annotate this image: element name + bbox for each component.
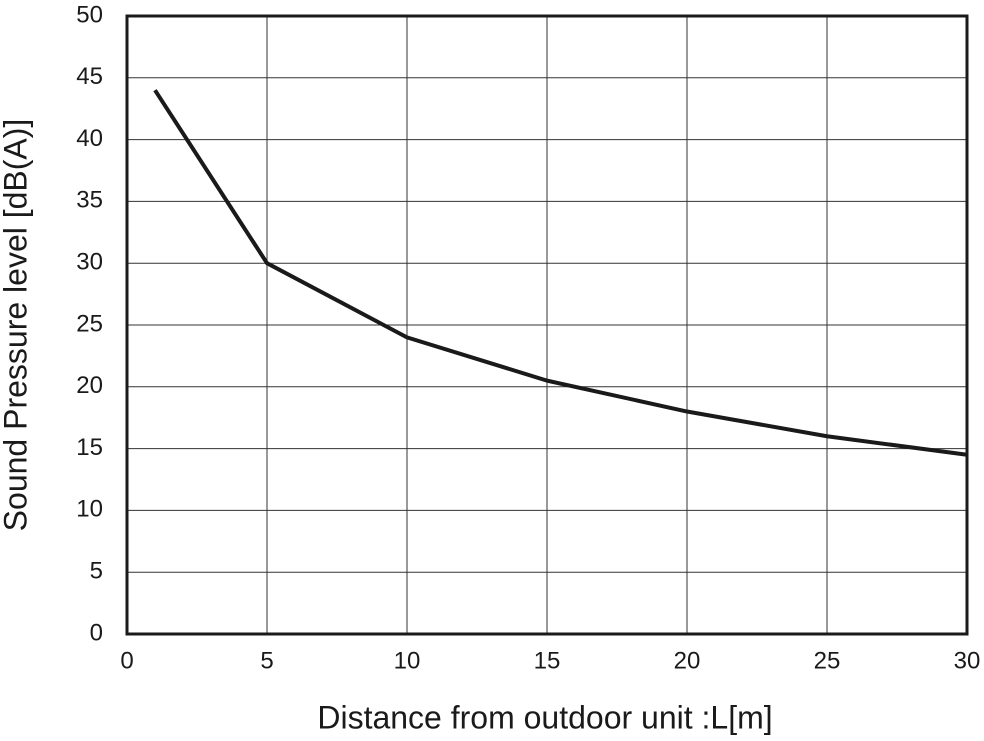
x-tick-label: 30 [954,647,981,674]
y-tick-label: 45 [76,63,103,90]
y-tick-label: 0 [90,619,103,646]
y-tick-label: 20 [76,372,103,399]
y-tick-label: 25 [76,310,103,337]
y-axis-label: Sound Pressure level [dB(A)] [0,119,33,532]
plot-frame [125,14,969,636]
y-tick-label: 40 [76,125,103,152]
data-line [153,89,968,457]
y-tick-label: 50 [76,1,103,28]
x-tick-label: 5 [260,647,273,674]
y-tick-label: 10 [76,496,103,523]
x-tick-label: 20 [674,647,701,674]
y-tick-label: 15 [76,434,103,461]
y-tick-label: 5 [90,558,103,585]
x-tick-label: 0 [120,647,133,674]
x-tick-label: 15 [534,647,561,674]
x-tick-label: 25 [814,647,841,674]
y-tick-label: 30 [76,249,103,276]
x-tick-label: 10 [394,647,421,674]
x-axis-label: Distance from outdoor unit :L[m] [317,699,772,735]
y-tick-label: 35 [76,187,103,214]
